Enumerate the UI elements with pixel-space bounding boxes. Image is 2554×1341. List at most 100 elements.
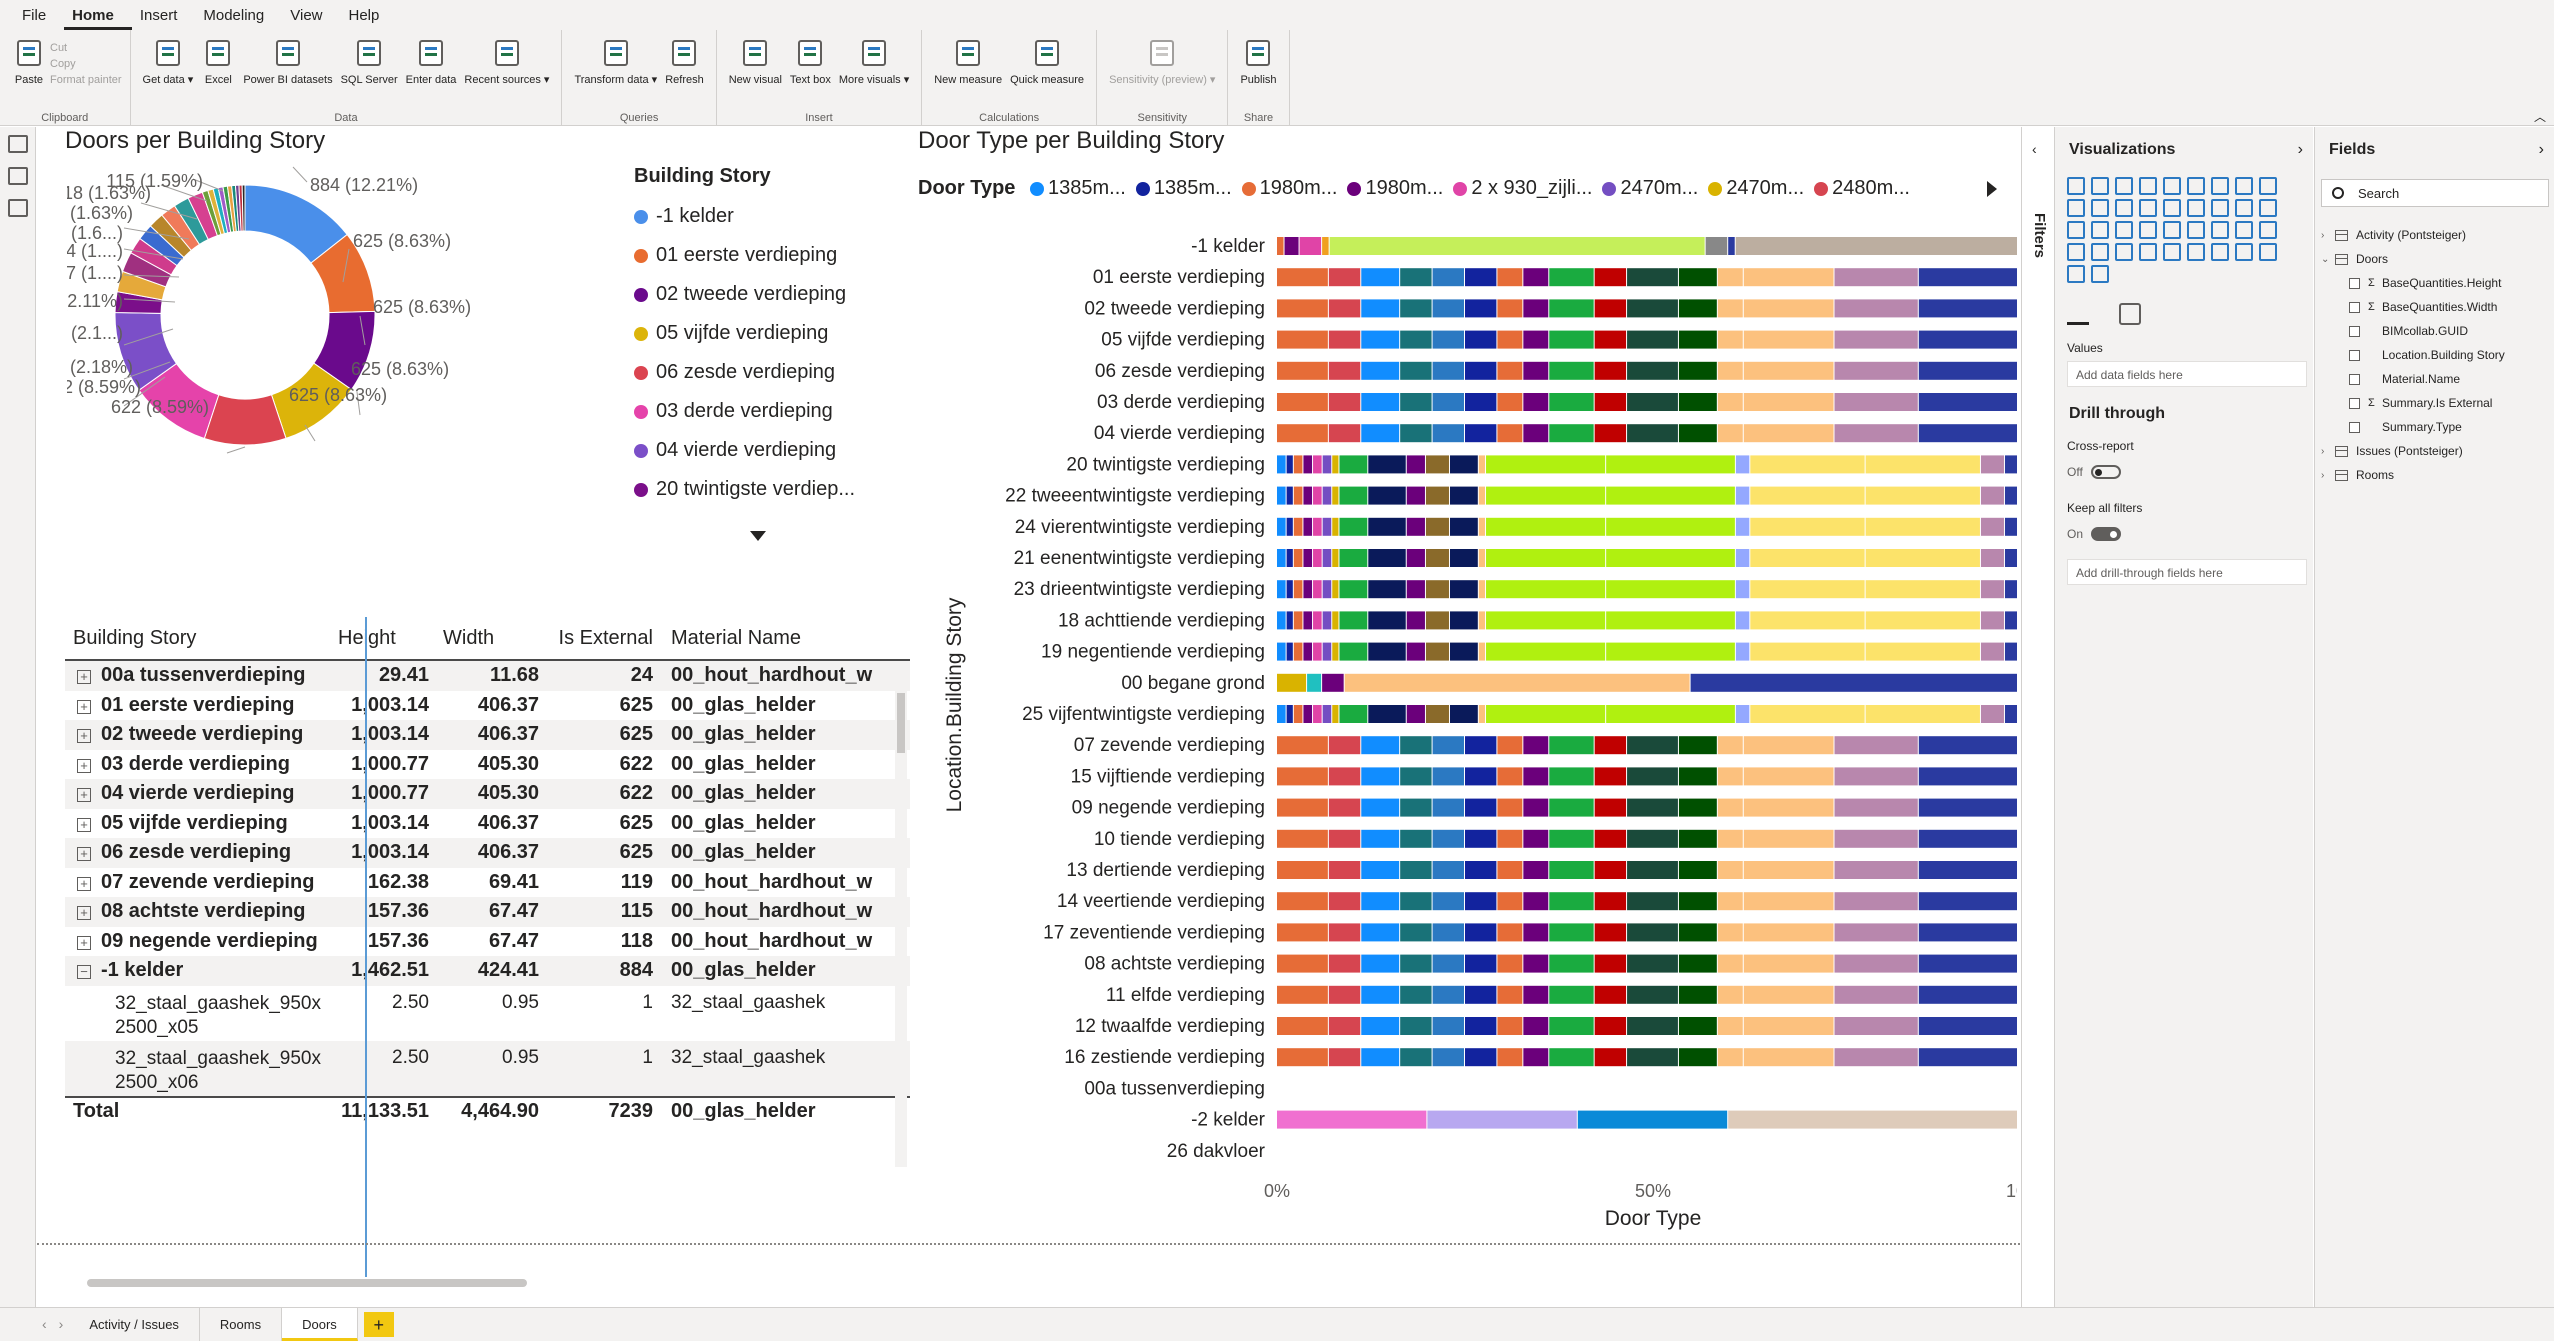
bar-segment[interactable] [1425,611,1449,630]
bar-segment[interactable] [1432,892,1464,911]
bar-segment[interactable] [1606,705,1735,723]
bar-segment[interactable] [1627,861,1678,879]
bar-segment[interactable] [1286,580,1293,599]
bar-segment[interactable] [1303,455,1313,474]
bar-segment[interactable] [1523,1048,1549,1067]
bar-segment[interactable] [1339,455,1368,474]
visual-type-icon[interactable] [2235,221,2253,239]
bar-segment[interactable] [1717,1048,1743,1067]
field-checkbox[interactable] [2349,325,2360,337]
visual-type-icon[interactable] [2211,243,2229,261]
field-checkbox[interactable] [2349,373,2360,385]
bar-segment[interactable] [1523,424,1549,443]
bar-segment[interactable] [1743,299,1834,318]
bar-segment[interactable] [1328,767,1361,786]
field-checkbox[interactable] [2349,421,2360,433]
bar-segment[interactable] [1465,923,1497,942]
bar-segment[interactable] [1368,517,1406,536]
legend-item[interactable]: 06 zesde verdieping [634,353,924,392]
visual-type-icon[interactable] [2091,199,2109,217]
new-visual-button[interactable]: New visual [725,34,786,89]
bar-segment[interactable] [1361,861,1400,879]
bar-segment[interactable] [1425,580,1449,599]
bar-segment[interactable] [1735,642,1750,661]
ribbon-tab-home[interactable]: Home [64,7,132,30]
vertical-scrollbar[interactable] [895,667,907,1167]
expand-icon[interactable]: + [77,699,91,714]
bar-segment[interactable] [1406,517,1425,536]
bar-segment[interactable] [1293,455,1303,474]
bar-segment[interactable] [1717,954,1743,973]
visual-type-icon[interactable] [2067,199,2085,217]
bar-segment[interactable] [1328,798,1361,817]
bar-segment[interactable] [1523,892,1549,911]
bar-segment[interactable] [1497,923,1523,942]
field-table[interactable]: › Issues (Pontsteiger) [2321,439,2551,463]
values-well[interactable]: Add data fields here [2067,361,2307,387]
drill-through-well[interactable]: Add drill-through fields here [2067,559,2307,585]
ribbon-tab-modeling[interactable]: Modeling [203,7,265,24]
visual-type-icon[interactable] [2067,221,2085,239]
field-item[interactable]: Material.Name [2321,367,2551,391]
page-tab[interactable]: Rooms [200,1308,283,1341]
bar-segment[interactable] [1465,1048,1497,1067]
table-subrow[interactable]: 32_staal_gaashek_950x 2500_x05 2.50 0.95 1 3… [65,985,910,1041]
bar-segment[interactable] [1497,798,1523,817]
bar-segment[interactable] [1400,393,1432,411]
prev-page-icon[interactable]: ‹ [42,1316,47,1332]
bar-segment[interactable] [1432,829,1464,848]
donut-chart[interactable]: 884 (12.21%) 625 (8.63%) 625 (8.63%) 625 (8… [67,157,627,577]
bar-segment[interactable] [1606,611,1735,630]
bar-segment[interactable] [1432,798,1464,817]
chevron-right-icon[interactable]: › [2297,141,2303,158]
legend-item[interactable]: 1980m... [1241,177,1337,200]
bar-segment[interactable] [1865,611,1980,630]
bar-segment[interactable] [1478,486,1486,505]
bar-segment[interactable] [2004,705,2017,723]
bar-segment[interactable] [2004,642,2017,661]
bar-segment[interactable] [1523,798,1549,817]
bar-segment[interactable] [1303,486,1313,505]
bar-segment[interactable] [1918,798,2017,817]
bar-segment[interactable] [1594,1017,1627,1035]
bar-segment[interactable] [1400,861,1432,879]
bar-segment[interactable] [1277,923,1328,942]
bar-segment[interactable] [1339,642,1368,661]
bar-segment[interactable] [1307,673,1322,692]
bar-segment[interactable] [1743,923,1834,942]
bar-segment[interactable] [1523,1017,1549,1035]
bar-segment[interactable] [1465,985,1497,1004]
bar-segment[interactable] [1865,580,1980,599]
bar-segment[interactable] [1486,611,1606,630]
bar-segment[interactable] [1277,673,1307,692]
bar-segment[interactable] [1277,361,1328,380]
bar-segment[interactable] [1549,798,1594,817]
ribbon-tab-help[interactable]: Help [348,7,380,24]
bar-segment[interactable] [1594,1048,1627,1067]
bar-segment[interactable] [1313,517,1322,536]
bar-segment[interactable] [1523,393,1549,411]
visual-type-icon[interactable] [2259,243,2277,261]
visual-type-icon[interactable] [2139,243,2157,261]
bar-segment[interactable] [1328,829,1361,848]
bar-segment[interactable] [1339,517,1368,536]
copy-button[interactable]: Copy [50,58,76,70]
bar-segment[interactable] [1432,923,1464,942]
bar-segment[interactable] [1678,861,1717,879]
bar-segment[interactable] [1449,549,1478,567]
bar-segment[interactable] [2004,611,2017,630]
bar-segment[interactable] [1834,892,1918,911]
visual-type-icon[interactable] [2163,199,2181,217]
bar-segment[interactable] [1865,517,1980,536]
visual-type-icon[interactable] [2259,199,2277,217]
bar-segment[interactable] [1406,580,1425,599]
bar-segment[interactable] [1606,517,1735,536]
bar-segment[interactable] [1332,705,1339,723]
visual-type-icon[interactable] [2235,199,2253,217]
bar-segment[interactable] [1743,268,1834,287]
bar-segment[interactable] [1717,268,1743,287]
bar-segment[interactable] [1277,1110,1427,1129]
visual-type-icon[interactable] [2091,177,2109,195]
bar-segment[interactable] [1339,705,1368,723]
bar-segment[interactable] [1717,985,1743,1004]
